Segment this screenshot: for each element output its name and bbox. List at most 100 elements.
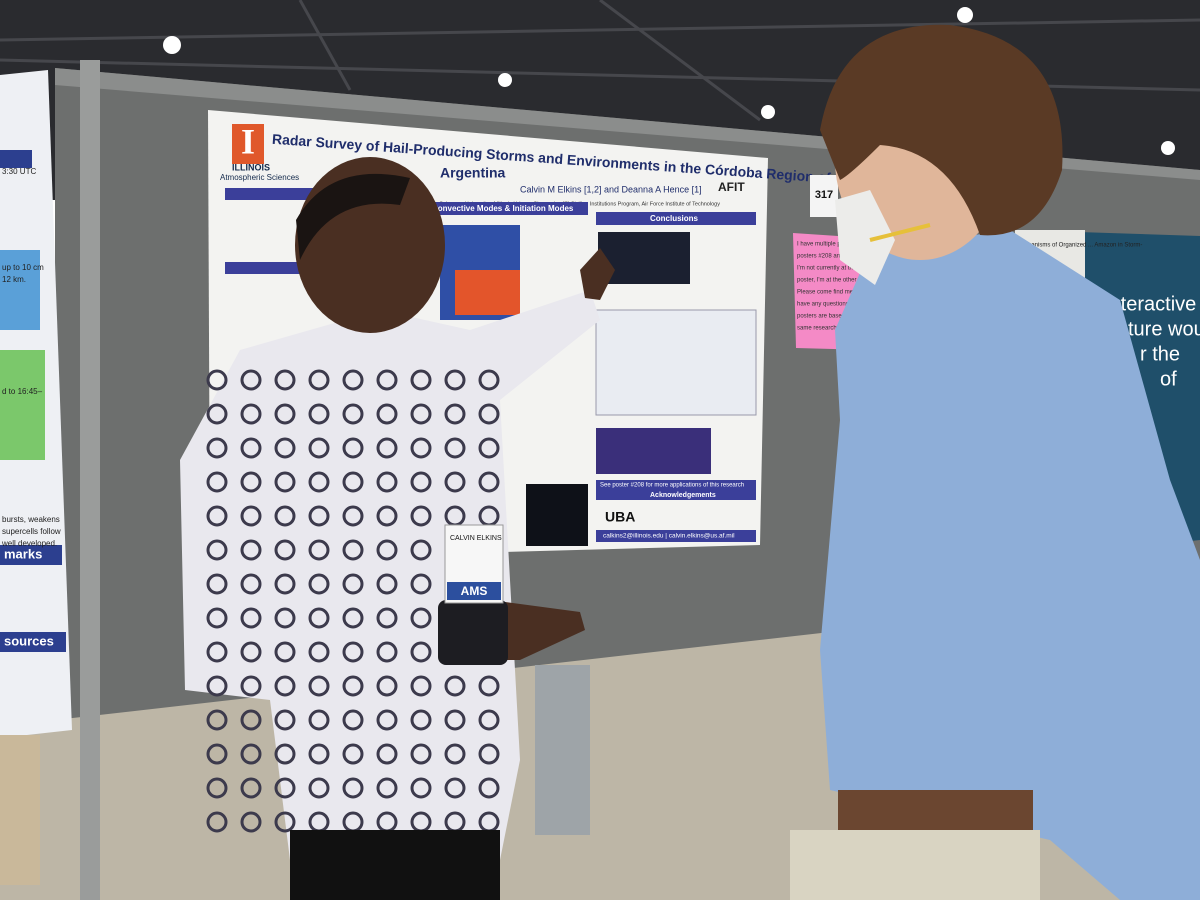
shirt-swirl: [308, 471, 330, 493]
left-heading: marks: [4, 546, 42, 561]
shirt-swirl: [410, 607, 432, 629]
shirt-swirl: [342, 437, 364, 459]
shirt-swirl: [410, 403, 432, 425]
shirt-swirl: [444, 403, 466, 425]
shirt-swirl: [342, 369, 364, 391]
shirt-swirl: [308, 743, 330, 765]
sticky-note-line: I'm not currently at this: [797, 266, 857, 272]
shirt-swirl: [410, 777, 432, 799]
sticky-note-line: I have multiple posters: [797, 242, 857, 248]
left-poster-radar: [0, 350, 45, 460]
shirt-swirl: [376, 369, 398, 391]
shirt-swirl: [376, 709, 398, 731]
shirt-swirl: [342, 471, 364, 493]
shirt-swirl: [342, 743, 364, 765]
shirt-swirl: [376, 403, 398, 425]
shirt-swirl: [308, 437, 330, 459]
shirt-swirl: [240, 403, 262, 425]
shirt-swirl: [274, 539, 296, 561]
background-person: [535, 665, 590, 835]
left-poster-band: [0, 150, 32, 168]
shirt-swirl: [478, 777, 500, 799]
right-poster-line: of: [1160, 368, 1177, 390]
shirt-swirl: [342, 777, 364, 799]
shirt-swirl: [308, 539, 330, 561]
shirt-swirl: [308, 505, 330, 527]
shirt-swirl: [274, 471, 296, 493]
shirt-swirl: [308, 675, 330, 697]
left-heading: sources: [4, 633, 54, 648]
results-table: [596, 428, 711, 474]
sticky-note-text: I have multiple posters posters #208 and I…: [797, 242, 869, 332]
left-snippets: 3:30 UTC up to 10 cm 12 km. d to 16:45– burs…: [1, 167, 61, 548]
shirt-swirl: [444, 709, 466, 731]
shirt-swirl: [376, 437, 398, 459]
presenter-hand: [580, 248, 615, 300]
left-snippet: up to 10 cm: [2, 263, 44, 272]
sticky-note-line: posters are based on the: [797, 314, 864, 320]
shirt-swirl: [206, 709, 228, 731]
visitor-belt: [838, 790, 1033, 830]
shirt-swirl: [206, 369, 228, 391]
shirt-swirl: [206, 743, 228, 765]
shirt-swirl: [444, 369, 466, 391]
shirt-swirl: [274, 403, 296, 425]
presenter-pants: [290, 830, 500, 900]
shirt-swirl: [206, 403, 228, 425]
board-number: 317: [815, 189, 833, 201]
wrist-brace: [438, 600, 508, 665]
shirt-swirl: [376, 607, 398, 629]
shirt-swirl: [240, 709, 262, 731]
shirt-swirl: [206, 437, 228, 459]
badge-name: CALVIN ELKINS: [450, 535, 502, 542]
authors: Calvin M Elkins [1,2] and Deanna A Hence…: [520, 184, 702, 194]
shirt-swirl: [206, 573, 228, 595]
sticky-note-line: same research project).: [797, 326, 860, 332]
shirt-swirl: [342, 641, 364, 663]
shirt-swirl: [410, 743, 432, 765]
schematic: [595, 309, 757, 416]
shirt-swirl: [206, 811, 228, 833]
shirt-swirl: [376, 777, 398, 799]
shirt-swirl: [240, 675, 262, 697]
shirt-swirl: [240, 811, 262, 833]
shirt-swirl: [240, 641, 262, 663]
visitor-pants: [790, 830, 1040, 900]
shirt-swirl: [342, 675, 364, 697]
shirt-swirl: [444, 437, 466, 459]
badge-band: [447, 582, 501, 600]
board-number-card: [810, 175, 838, 217]
shirt-swirl: [376, 675, 398, 697]
shirt-swirl: [478, 675, 500, 697]
radar-images: [598, 232, 690, 284]
storm-photo: [526, 484, 588, 546]
footer-note: See poster #208 for more applications of…: [600, 483, 744, 489]
section-heading: Acknowledgements: [650, 492, 716, 499]
background-person: [0, 735, 40, 885]
shirt-swirl: [206, 675, 228, 697]
poster-title: Argentina: [440, 165, 506, 181]
shirt-swirl: [240, 437, 262, 459]
shirt-swirl: [410, 471, 432, 493]
shirt-swirl: [478, 369, 500, 391]
shirt-swirl: [342, 505, 364, 527]
ceiling-lights: [163, 7, 1175, 155]
shirt-swirl: [240, 573, 262, 595]
right-poster-header-text: ...chanisms of Organized ... Amazon in S…: [1020, 243, 1142, 249]
shirt-swirl: [206, 777, 228, 799]
mask-strap: [869, 223, 931, 242]
shirt-swirl: [240, 777, 262, 799]
shirt-swirl: [308, 641, 330, 663]
sticky-note-line: poster, I'm at the other.: [797, 278, 858, 284]
right-poster-line: r the: [1140, 343, 1180, 365]
shirt-swirl: [376, 743, 398, 765]
shirt-swirl: [308, 403, 330, 425]
shirt-swirl: [478, 403, 500, 425]
shirt-swirl: [478, 709, 500, 731]
shirt-swirl: [444, 777, 466, 799]
shirt-swirl: [342, 709, 364, 731]
shirt-swirl: [274, 675, 296, 697]
shirt-swirl: [444, 743, 466, 765]
shirt-swirl: [274, 709, 296, 731]
